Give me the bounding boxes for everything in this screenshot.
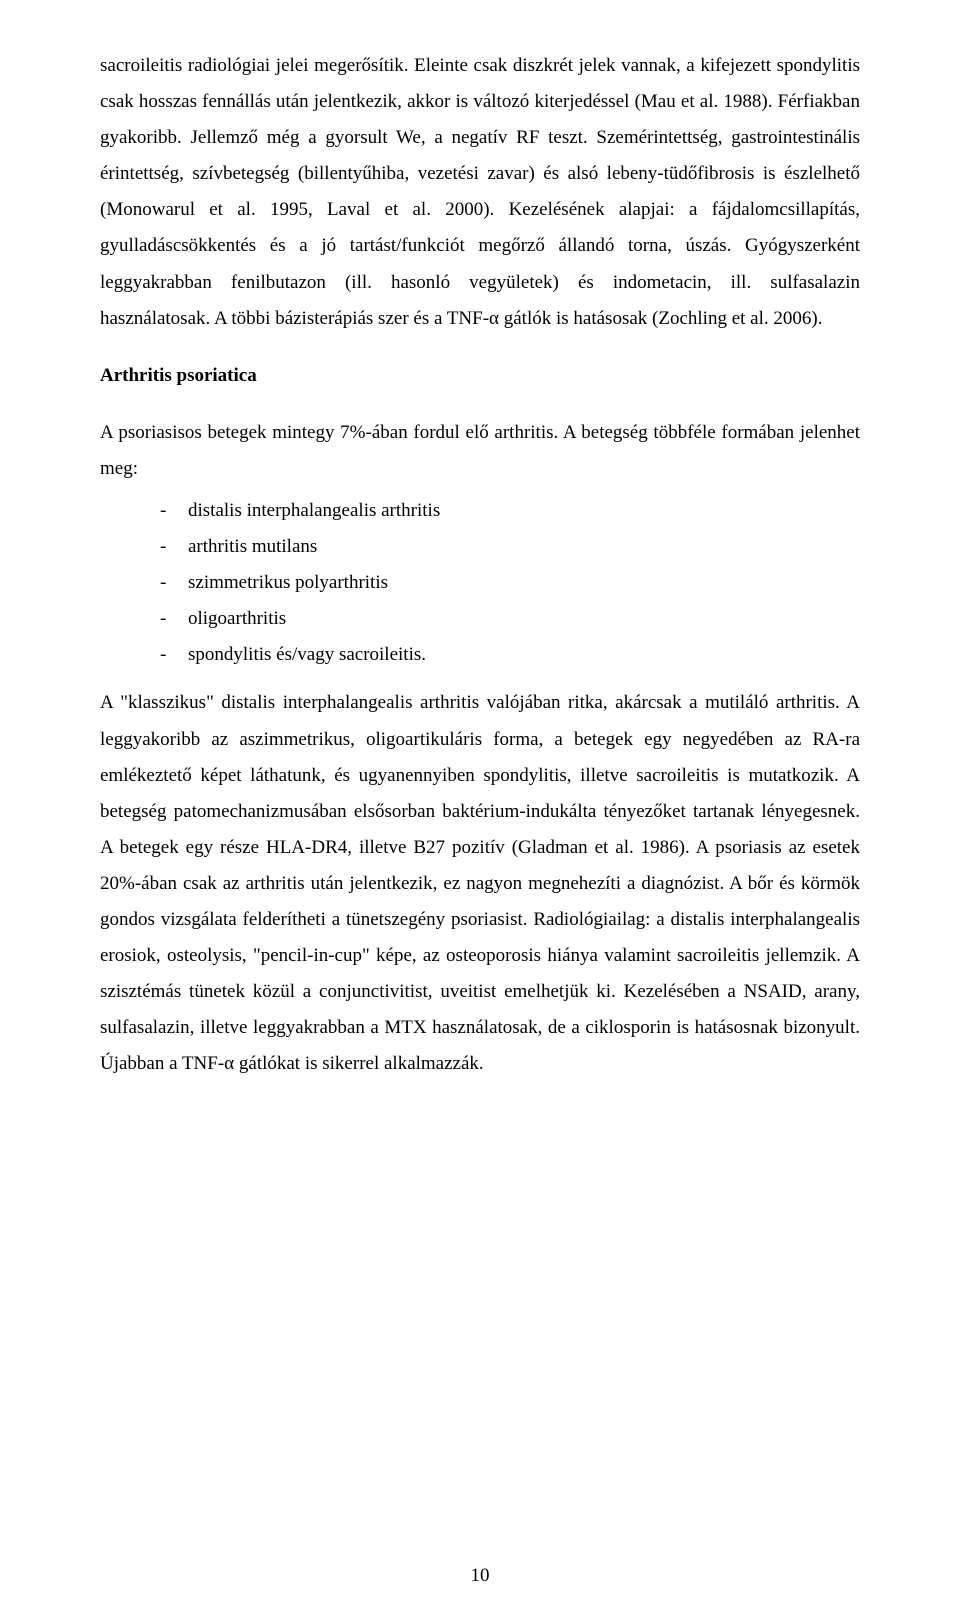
list-item-label: oligoarthritis xyxy=(188,601,286,637)
heading-arthritis-psoriatica: Arthritis psoriatica xyxy=(100,365,860,387)
list-item-label: distalis interphalangealis arthritis xyxy=(188,493,440,529)
page-number: 10 xyxy=(0,1565,960,1587)
list-item: - szimmetrikus polyarthritis xyxy=(100,565,860,601)
paragraph-forms-intro: A psoriasisos betegek mintegy 7%-ában fo… xyxy=(100,415,860,1083)
list-item-label: arthritis mutilans xyxy=(188,529,317,565)
dash-icon: - xyxy=(160,637,188,673)
list-item: - distalis interphalangealis arthritis xyxy=(100,493,860,529)
dash-icon: - xyxy=(160,565,188,601)
dash-icon: - xyxy=(160,601,188,637)
list-item: - arthritis mutilans xyxy=(100,529,860,565)
list-item: - spondylitis és/vagy sacroileitis. xyxy=(100,637,860,673)
list-item: - oligoarthritis xyxy=(100,601,860,637)
page-container: sacroileitis radiológiai jelei megerősít… xyxy=(0,0,960,1617)
paragraph-forms-intro-text: A psoriasisos betegek mintegy 7%-ában fo… xyxy=(100,422,860,479)
paragraph-forms-body: A "klasszikus" distalis interphalangeali… xyxy=(100,692,860,1074)
dash-icon: - xyxy=(160,529,188,565)
forms-list: - distalis interphalangealis arthritis -… xyxy=(100,493,860,673)
list-item-label: spondylitis és/vagy sacroileitis. xyxy=(188,637,426,673)
paragraph-intro: sacroileitis radiológiai jelei megerősít… xyxy=(100,48,860,337)
list-item-label: szimmetrikus polyarthritis xyxy=(188,565,388,601)
dash-icon: - xyxy=(160,493,188,529)
